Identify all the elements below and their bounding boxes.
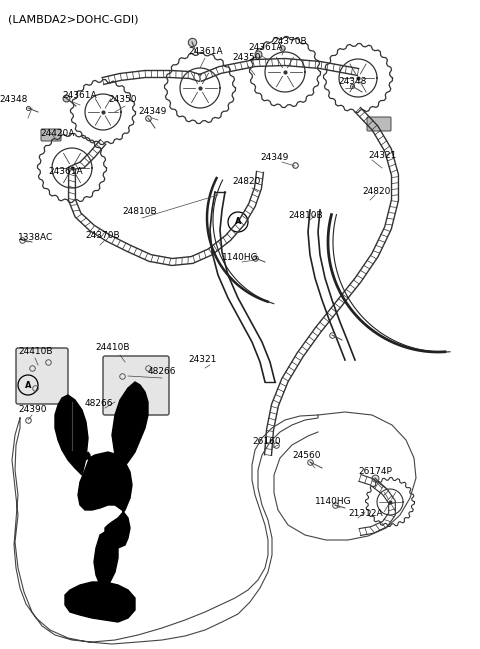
Text: 24370B: 24370B xyxy=(272,38,307,47)
Polygon shape xyxy=(55,395,88,475)
Text: 26174P: 26174P xyxy=(358,467,392,476)
Text: 24361A: 24361A xyxy=(248,43,283,53)
Text: 24348: 24348 xyxy=(0,95,28,104)
Polygon shape xyxy=(112,382,148,472)
Text: 24410B: 24410B xyxy=(95,343,130,352)
Polygon shape xyxy=(94,530,118,588)
Text: 24349: 24349 xyxy=(260,154,288,162)
Text: 24361A: 24361A xyxy=(188,47,223,56)
Text: 24361A: 24361A xyxy=(62,92,96,101)
Text: 24321: 24321 xyxy=(188,356,216,365)
Text: 24350: 24350 xyxy=(108,95,136,104)
FancyBboxPatch shape xyxy=(41,129,61,141)
Text: 24820: 24820 xyxy=(232,177,260,186)
Text: 24820: 24820 xyxy=(362,188,390,197)
Polygon shape xyxy=(65,582,135,622)
Text: 24810B: 24810B xyxy=(122,208,156,217)
Text: 24321: 24321 xyxy=(368,151,396,160)
Text: 21312A: 21312A xyxy=(348,509,383,519)
Text: 1338AC: 1338AC xyxy=(18,234,53,243)
Text: 24370B: 24370B xyxy=(85,232,120,241)
Text: (LAMBDA2>DOHC-GDI): (LAMBDA2>DOHC-GDI) xyxy=(8,14,139,24)
Text: 24390: 24390 xyxy=(18,406,47,415)
Text: 24350: 24350 xyxy=(232,53,261,62)
Text: 24410B: 24410B xyxy=(18,347,52,356)
Text: A: A xyxy=(235,217,241,227)
Text: 24810B: 24810B xyxy=(288,210,323,219)
Text: 24361A: 24361A xyxy=(48,167,83,177)
Text: 26160: 26160 xyxy=(252,437,281,447)
FancyBboxPatch shape xyxy=(16,348,68,404)
Text: 24348: 24348 xyxy=(338,77,366,86)
Text: 24560: 24560 xyxy=(292,452,321,461)
Text: A: A xyxy=(25,380,31,389)
Text: 1140HG: 1140HG xyxy=(315,498,352,506)
Text: 48266: 48266 xyxy=(85,400,113,408)
Text: 1140HG: 1140HG xyxy=(222,254,259,262)
FancyBboxPatch shape xyxy=(103,356,169,415)
Text: 24420A: 24420A xyxy=(40,130,74,138)
Text: 48266: 48266 xyxy=(148,367,177,376)
FancyBboxPatch shape xyxy=(367,117,391,131)
Polygon shape xyxy=(78,452,132,548)
Text: 24349: 24349 xyxy=(138,108,167,117)
